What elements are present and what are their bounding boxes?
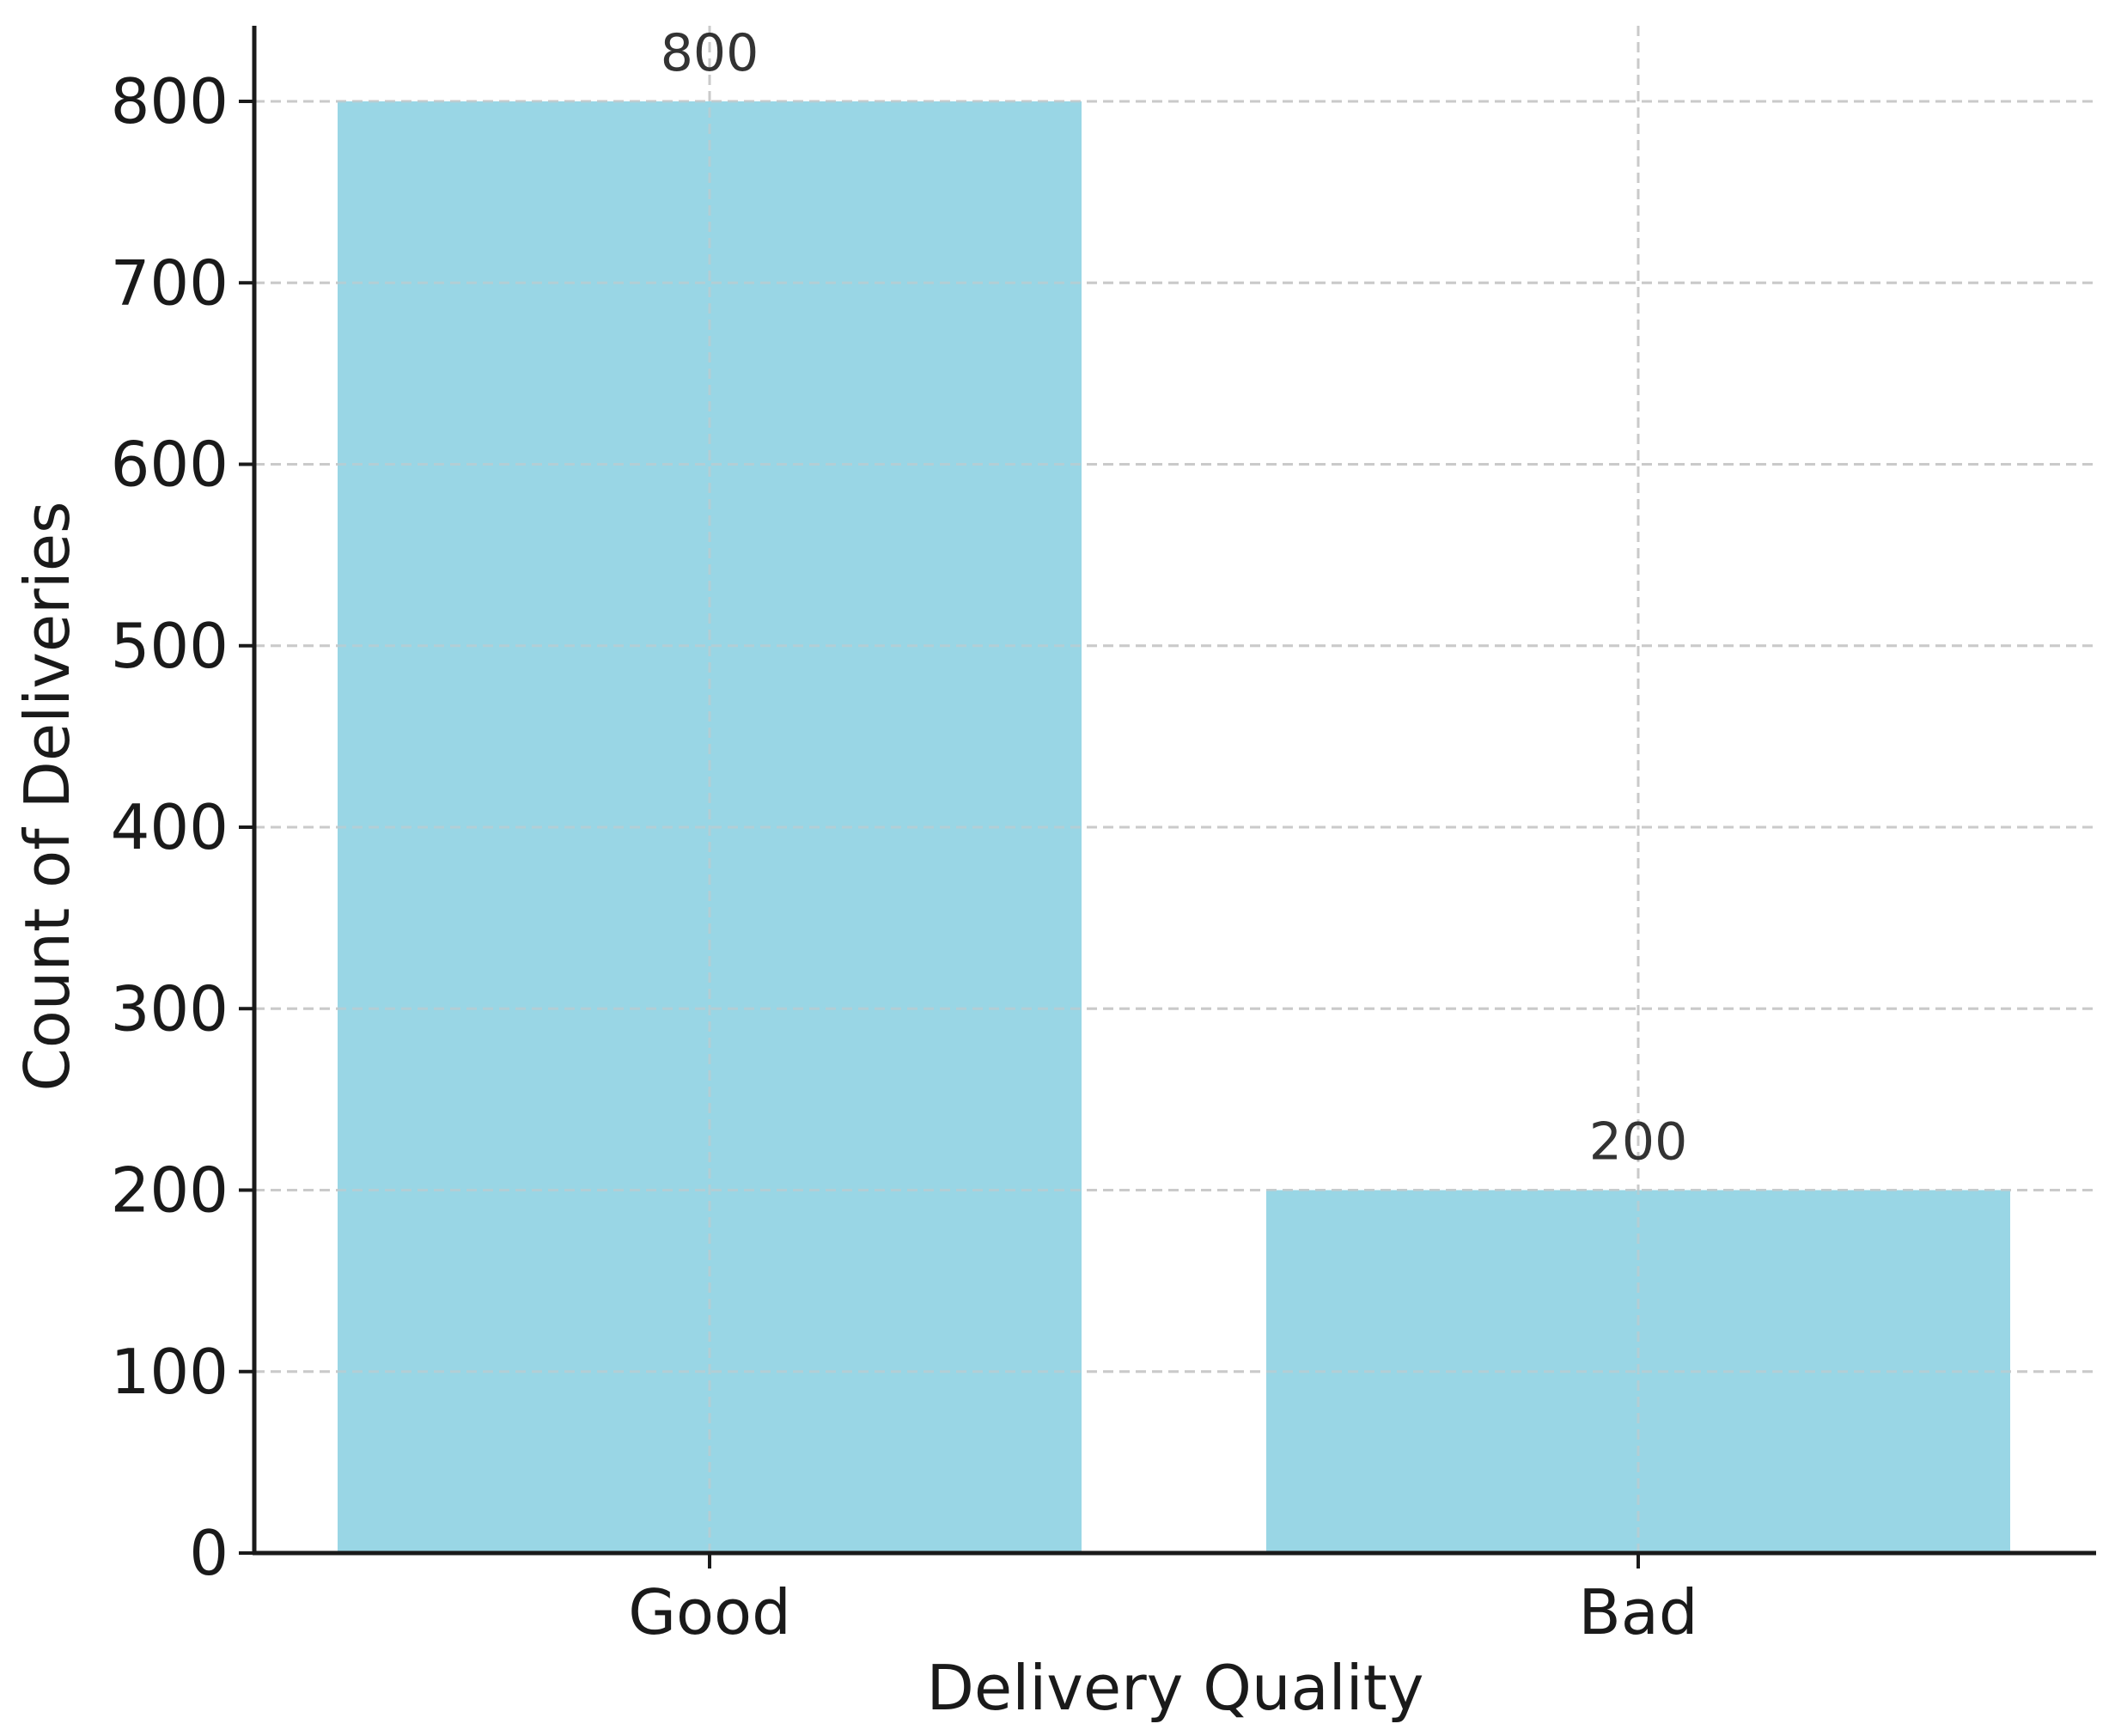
axis-layer xyxy=(252,26,2096,1556)
y-tick-label: 700 xyxy=(111,247,229,319)
y-tick-label: 0 xyxy=(189,1517,229,1589)
x-tick-label-good: Good xyxy=(628,1576,791,1648)
data-label-bad: 200 xyxy=(1589,1112,1688,1173)
y-tick-label: 500 xyxy=(111,610,229,682)
tick-layer: 0 100 200 300 400 500 600 700 800 Good Bad xyxy=(111,65,1698,1648)
x-tick-label-bad: Bad xyxy=(1578,1576,1697,1648)
data-label-good: 800 xyxy=(661,23,759,83)
y-tick-label: 600 xyxy=(111,429,229,501)
bar-layer xyxy=(254,26,2096,1553)
y-tick-label: 100 xyxy=(111,1336,229,1408)
y-tick-label: 400 xyxy=(111,791,229,863)
y-tick-label: 800 xyxy=(111,65,229,137)
x-axis-title: Delivery Quality xyxy=(926,1652,1423,1724)
y-tick-label: 300 xyxy=(111,972,229,1045)
y-axis-title: Count of Deliveries xyxy=(11,501,83,1091)
label-layer: 800 200 xyxy=(661,23,1688,1173)
y-tick-label: 200 xyxy=(111,1154,229,1227)
